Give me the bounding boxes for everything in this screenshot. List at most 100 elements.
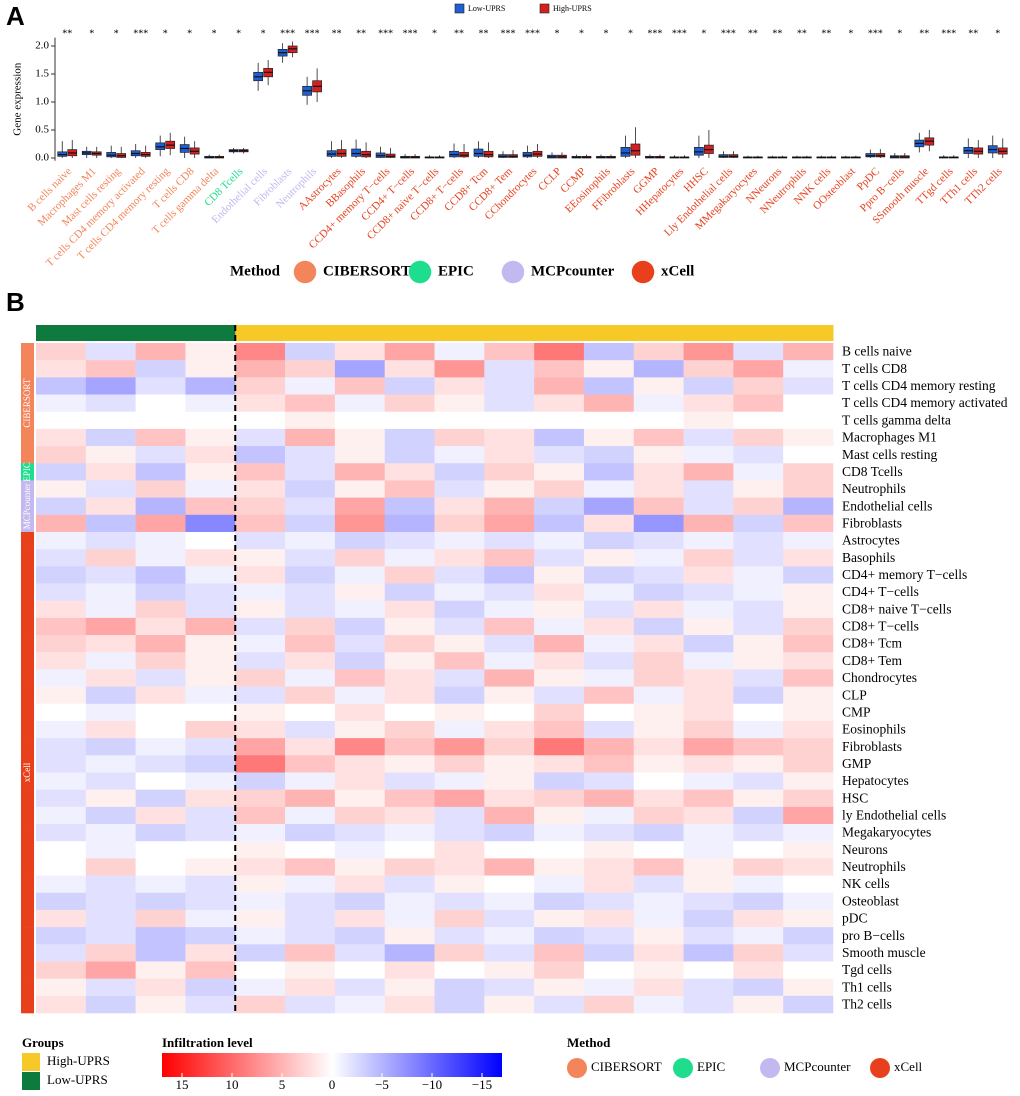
heatmap-cell	[783, 549, 834, 567]
heatmap-cell	[583, 875, 635, 894]
heatmap-cell	[334, 566, 385, 584]
heatmap-cell	[583, 978, 635, 997]
heatmap-cell	[235, 480, 286, 498]
colorbar-tick-label: 10	[226, 1077, 239, 1092]
legend-label: Low-UPRS	[47, 1072, 108, 1087]
heatmap-cell	[534, 755, 585, 773]
heatmap-cell	[534, 463, 585, 481]
heatmap-cell	[783, 858, 834, 876]
method-bar-label: CIBERSORT	[22, 378, 32, 427]
heatmap-cell	[85, 343, 136, 361]
heatmap-cell	[683, 480, 734, 498]
heatmap-cell	[36, 772, 87, 790]
colorbar-tick-label: 5	[279, 1077, 286, 1092]
heatmap-cell	[583, 772, 635, 790]
heatmap-cell	[185, 566, 236, 584]
method-bar-label: MCPcounter	[22, 483, 32, 529]
heatmap-cell	[285, 463, 336, 481]
heatmap-cell	[683, 686, 734, 705]
legend-label: xCell	[894, 1059, 923, 1074]
heatmap-cell	[334, 841, 385, 859]
legend-label: High-UPRS	[553, 4, 592, 13]
heatmap-cell	[783, 755, 834, 773]
row-label: Osteoblast	[842, 893, 899, 908]
heatmap-cell	[583, 411, 635, 430]
heatmap-cell	[36, 909, 87, 928]
heatmap-cell	[583, 824, 635, 842]
method-bar	[21, 497, 34, 516]
heatmap-cell	[783, 411, 834, 430]
heatmap-cell	[434, 669, 485, 687]
heatmap-cell	[683, 343, 734, 361]
heatmap-cell	[235, 583, 286, 601]
heatmap-cell	[583, 549, 635, 567]
heatmap-cell	[683, 566, 734, 584]
heatmap-cell	[36, 531, 87, 550]
significance: **	[772, 28, 782, 39]
method-bar	[21, 892, 34, 911]
significance: *	[603, 28, 608, 39]
heatmap-cell	[484, 549, 535, 567]
row-label: CD4+ T−cells	[842, 584, 919, 599]
heatmap-cell	[85, 858, 136, 876]
heatmap-cell	[85, 755, 136, 773]
heatmap-cell	[384, 944, 435, 962]
heatmap-cell	[534, 686, 585, 705]
heatmap-cell	[484, 411, 535, 430]
heatmap-cell	[135, 686, 186, 705]
heatmap-cell	[384, 652, 435, 670]
legend-swatch	[539, 3, 550, 14]
significance: *	[579, 28, 584, 39]
significance: ***	[672, 28, 687, 39]
heatmap-cell	[285, 858, 336, 876]
heatmap-cell	[783, 377, 834, 395]
heatmap-cell	[683, 995, 734, 1014]
heatmap-cell	[583, 961, 635, 979]
significance: ***	[941, 28, 956, 39]
heatmap-cell	[783, 652, 834, 670]
heatmap-cell	[783, 995, 834, 1014]
heatmap-cell	[434, 549, 485, 567]
significance: ***	[305, 28, 320, 39]
heatmap-cell	[633, 995, 684, 1014]
heatmap-cell	[733, 411, 784, 430]
row-label: Th1 cells	[842, 979, 892, 994]
heatmap-cell	[334, 978, 385, 997]
heatmap-cell	[235, 566, 286, 584]
legend-title: Groups	[22, 1035, 64, 1050]
heatmap-cell	[384, 720, 435, 739]
heatmap-cell	[334, 617, 385, 636]
heatmap-cell	[384, 669, 435, 687]
heatmap-cell	[135, 377, 186, 395]
heatmap-cell	[733, 428, 784, 447]
heatmap-cell	[633, 944, 684, 962]
heatmap-cell	[185, 686, 236, 705]
legend-swatch	[454, 3, 465, 14]
heatmap-cell	[484, 978, 535, 997]
heatmap-cell	[36, 686, 87, 705]
group-bar	[534, 325, 585, 341]
heatmap-cell	[185, 824, 236, 842]
heatmap-cell	[384, 909, 435, 928]
heatmap-cell	[36, 806, 87, 825]
heatmap-cell	[534, 875, 585, 894]
heatmap-cell	[285, 343, 336, 361]
heatmap-cell	[633, 720, 684, 739]
heatmap-cell	[733, 978, 784, 997]
heatmap-cell	[334, 892, 385, 911]
heatmap-cell	[633, 617, 684, 636]
heatmap-cell	[334, 789, 385, 808]
heatmap-cell	[683, 394, 734, 413]
group-bar	[484, 325, 535, 341]
significance: *	[848, 28, 853, 39]
heatmap-cell	[235, 772, 286, 790]
heatmap-cell	[434, 600, 485, 619]
heatmap-cell	[135, 909, 186, 928]
heatmap-cell	[85, 652, 136, 670]
heatmap-cell	[783, 892, 834, 911]
heatmap-cell	[633, 394, 684, 413]
heatmap-cell	[633, 755, 684, 773]
row-label: Chondrocytes	[842, 670, 917, 685]
heatmap-cell	[783, 841, 834, 859]
heatmap-cell	[633, 927, 684, 945]
